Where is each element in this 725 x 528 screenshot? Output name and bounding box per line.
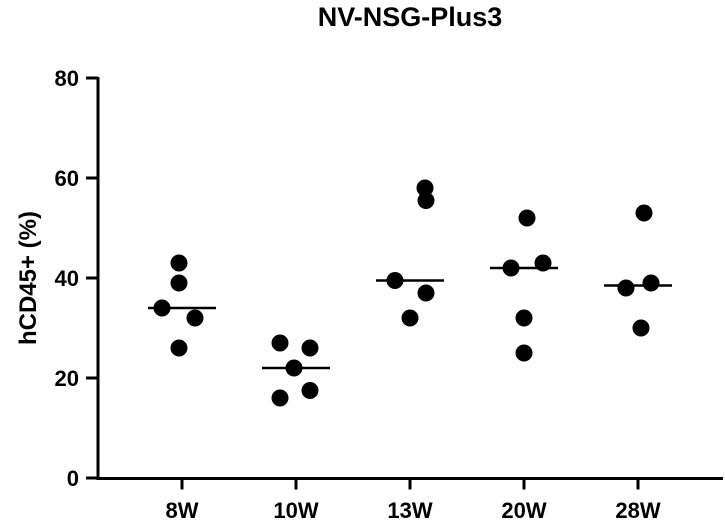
y-tick-label: 40 — [55, 266, 79, 291]
data-point — [285, 359, 303, 377]
data-point — [170, 254, 188, 272]
x-tick-label: 8W — [166, 498, 199, 523]
data-point — [271, 389, 289, 407]
y-ticks: 0 20 40 60 80 — [55, 66, 98, 491]
y-tick-label: 0 — [67, 466, 79, 491]
data-point — [301, 382, 319, 399]
data-point — [632, 319, 650, 337]
data-point — [502, 259, 520, 277]
y-tick-label: 20 — [55, 366, 79, 391]
data-point — [170, 339, 188, 357]
data-point — [271, 334, 289, 352]
data-point — [534, 254, 552, 272]
data-point — [515, 344, 533, 362]
data-point — [518, 209, 536, 227]
x-ticks: 8W 10W 13W 20W 28W — [166, 478, 661, 523]
x-tick-label: 13W — [387, 498, 432, 523]
x-tick-label: 20W — [501, 498, 546, 523]
data-point — [515, 309, 533, 327]
data-point — [386, 272, 404, 289]
data-point — [417, 192, 435, 209]
data-point — [170, 274, 188, 292]
chart-title: NV-NSG-Plus3 — [318, 2, 503, 32]
data-point — [416, 179, 434, 197]
data-point — [635, 204, 653, 222]
x-tick-label: 28W — [615, 498, 660, 523]
data-point — [617, 279, 635, 297]
data-point — [417, 284, 435, 302]
y-tick-label: 80 — [55, 66, 79, 91]
data-point — [301, 339, 319, 357]
data-points — [153, 179, 660, 407]
y-axis-label: hCD45+ (%) — [15, 211, 42, 345]
x-tick-label: 10W — [273, 498, 318, 523]
data-point — [153, 299, 171, 317]
data-point — [642, 274, 660, 292]
y-tick-label: 60 — [55, 166, 79, 191]
data-point — [186, 309, 204, 327]
data-point — [401, 309, 419, 327]
